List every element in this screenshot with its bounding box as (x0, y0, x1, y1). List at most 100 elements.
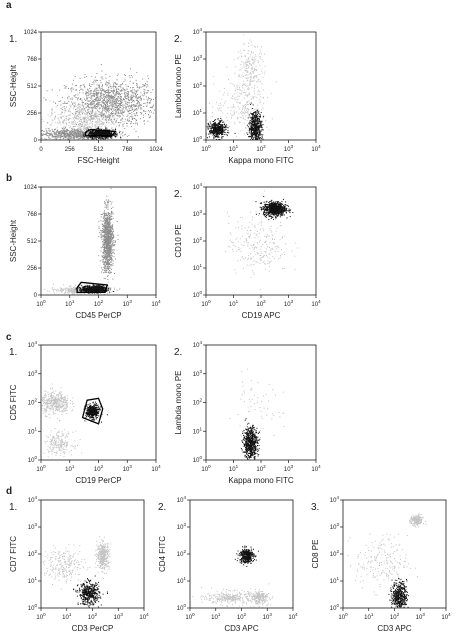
event-dot (258, 112, 259, 114)
event-dot (252, 127, 253, 129)
event-dot (119, 98, 121, 100)
event-dot (99, 136, 100, 138)
event-dot (248, 92, 250, 94)
event-dot (122, 135, 124, 137)
event-dot (100, 123, 102, 125)
event-dot (37, 133, 38, 134)
event-dot (132, 97, 134, 98)
event-dot (120, 119, 122, 121)
event-dot (104, 119, 106, 121)
event-dot (258, 78, 260, 80)
event-dot (59, 131, 61, 133)
event-dot (75, 106, 77, 107)
event-dot (245, 61, 247, 63)
event-dot (110, 95, 111, 97)
event-dot (90, 128, 92, 130)
event-dot (258, 136, 260, 138)
event-dot (134, 108, 136, 110)
event-dot (72, 135, 74, 137)
event-dot (78, 97, 79, 99)
x-axis-label: Kappa mono FITC (228, 156, 294, 165)
event-dot (243, 151, 244, 152)
event-dot (111, 120, 113, 122)
event-dot (141, 112, 143, 114)
event-dot (260, 114, 261, 116)
event-dot (145, 92, 147, 94)
event-dot (257, 138, 259, 140)
event-dot (114, 103, 116, 105)
event-dot (57, 122, 59, 124)
event-dot (218, 122, 220, 123)
event-dot (243, 49, 245, 51)
event-dot (128, 113, 130, 115)
event-dot (69, 135, 71, 136)
event-dot (251, 44, 253, 46)
event-dot (245, 115, 247, 117)
event-dot (134, 90, 136, 92)
event-dot (100, 64, 102, 65)
event-dot (117, 122, 119, 124)
event-dot (118, 116, 120, 118)
event-dot (106, 267, 108, 269)
event-dot (120, 97, 122, 99)
event-dot (116, 115, 118, 117)
event-dot (236, 87, 238, 88)
event-dot (100, 138, 102, 140)
event-dot (106, 92, 108, 93)
event-dot (255, 114, 256, 116)
event-dot (250, 41, 252, 43)
event-dot (58, 134, 60, 136)
event-dot (259, 115, 261, 117)
event-dot (66, 137, 68, 139)
event-dot (108, 113, 110, 115)
event-dot (218, 104, 220, 106)
event-dot (67, 135, 69, 137)
event-dot (113, 84, 115, 86)
event-dot (111, 207, 112, 209)
event-dot (87, 88, 89, 90)
event-dot (143, 120, 145, 122)
event-dot (136, 114, 138, 116)
event-dot (33, 135, 34, 136)
event-dot (222, 121, 224, 123)
event-dot (105, 100, 107, 102)
event-dot (51, 128, 53, 130)
event-dot (122, 82, 123, 84)
event-dot (61, 102, 63, 104)
event-dot (132, 123, 134, 124)
event-dot (249, 61, 251, 62)
event-dot (107, 110, 109, 112)
event-dot (113, 90, 115, 92)
event-dot (258, 117, 259, 119)
event-dot (259, 80, 261, 82)
event-dot (221, 130, 223, 132)
event-dot (90, 110, 92, 112)
event-dot (218, 124, 220, 126)
event-dot (258, 134, 260, 136)
event-dot (224, 123, 225, 125)
event-dot (239, 92, 241, 94)
event-dot (221, 98, 223, 100)
event-dot (222, 131, 224, 133)
event-dot (246, 74, 247, 76)
event-dot (250, 112, 252, 114)
event-dot (249, 76, 251, 77)
event-dot (93, 132, 95, 134)
event-dot (122, 87, 124, 89)
event-dot (109, 118, 111, 120)
event-dot (250, 116, 252, 118)
event-dot (73, 114, 75, 116)
event-dot (97, 99, 99, 101)
event-dot (104, 107, 106, 109)
event-dot (254, 134, 256, 136)
event-dot (260, 112, 262, 114)
event-dot (88, 90, 90, 92)
event-dot (75, 142, 76, 143)
event-dot (75, 133, 77, 135)
event-dot (71, 142, 72, 143)
event-dot (97, 133, 99, 135)
event-dot (89, 126, 90, 128)
event-dot (73, 130, 75, 132)
event-dot (257, 136, 259, 138)
event-dot (80, 135, 82, 137)
